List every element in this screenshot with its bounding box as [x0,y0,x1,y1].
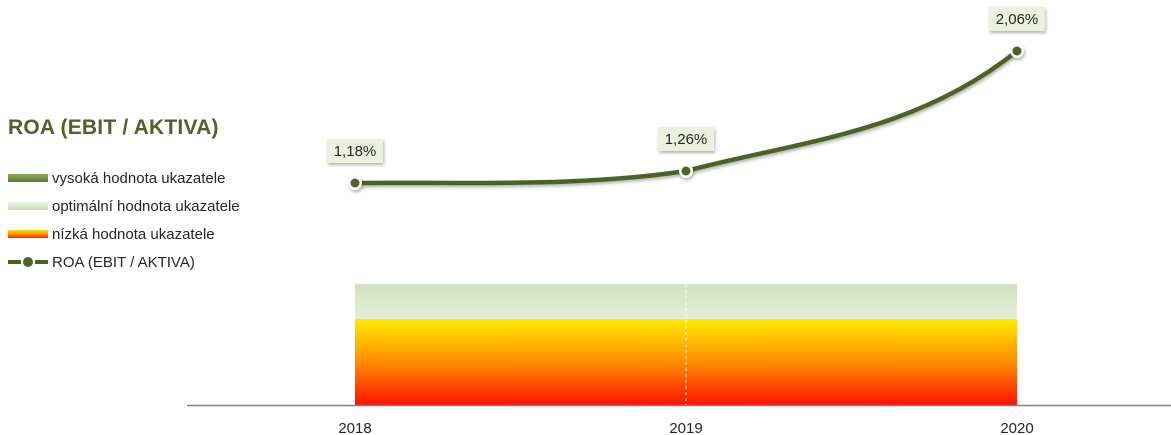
data-point-2020 [1012,46,1022,56]
legend-item-line: ROA (EBIT / AKTIVA) [8,248,288,276]
legend-label-low: nízká hodnota ukazatele [52,225,215,243]
legend-item-optimal: optimální hodnota ukazatele [8,192,288,220]
legend-swatch-low [8,230,48,238]
data-label-bg-2019 [658,127,714,151]
x-tick-label-2020: 2020 [1000,420,1033,435]
legend-label-line: ROA (EBIT / AKTIVA) [52,253,195,271]
chart-title: ROA (EBIT / AKTIVA) [8,116,219,139]
series-line-roa [352,48,1020,186]
legend-swatch-high [8,174,48,182]
data-label-bg-2018 [327,139,383,163]
legend-label-optimal: optimální hodnota ukazatele [52,197,240,215]
x-tick-label-2019: 2019 [669,420,702,435]
x-tick-label-2018: 2018 [338,420,371,435]
legend-label-high: vysoká hodnota ukazatele [52,169,226,187]
data-label-2018: 1,18% [334,143,377,160]
data-label-2020: 2,06% [996,11,1039,28]
data-label-2019: 1,26% [665,131,708,148]
legend-item-high: vysoká hodnota ukazatele [8,164,288,192]
data-label-bg-2020 [989,7,1045,31]
legend-item-low: nízká hodnota ukazatele [8,220,288,248]
data-point-2019 [681,166,691,176]
optimal-band [355,284,1017,319]
data-point-2018 [350,178,360,188]
legend-swatch-line [8,257,48,267]
legend: vysoká hodnota ukazatele optimální hodno… [8,164,288,276]
legend-swatch-optimal [8,202,48,210]
